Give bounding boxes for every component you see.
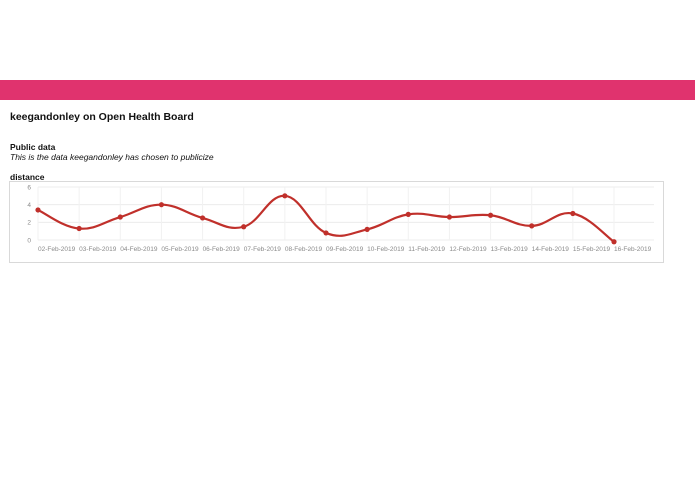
x-tick-label: 09-Feb-2019 bbox=[326, 246, 364, 253]
data-point bbox=[199, 215, 206, 221]
data-point bbox=[570, 210, 576, 217]
y-tick-label: 4 bbox=[27, 202, 31, 209]
data-point bbox=[76, 225, 82, 232]
data-point bbox=[117, 214, 123, 220]
data-point bbox=[323, 230, 329, 236]
x-tick-label: 11-Feb-2019 bbox=[408, 246, 445, 253]
data-point bbox=[158, 202, 165, 208]
distance-chart-label: distance bbox=[10, 172, 45, 182]
distance-chart: 0 2 4 6 02-Feb-2019 03-Feb-2019 04-Feb-2019 05-… bbox=[9, 181, 664, 263]
data-point bbox=[282, 193, 288, 199]
data-point bbox=[446, 214, 453, 220]
y-tick-label: 2 bbox=[27, 220, 31, 227]
data-point bbox=[487, 212, 494, 218]
data-point bbox=[241, 224, 247, 230]
x-tick-label: 13-Feb-2019 bbox=[491, 246, 529, 253]
data-point bbox=[35, 207, 41, 213]
x-tick-label: 05-Feb-2019 bbox=[161, 246, 199, 253]
public-data-description: This is the data keegandonley has chosen… bbox=[10, 152, 214, 162]
data-point bbox=[611, 239, 617, 245]
data-point bbox=[529, 223, 535, 229]
y-tick-label: 6 bbox=[27, 184, 31, 191]
x-tick-label: 15-Feb-2019 bbox=[573, 246, 611, 253]
data-point bbox=[364, 226, 370, 232]
distance-line-chart: 0 2 4 6 02-Feb-2019 03-Feb-2019 04-Feb-2019 05-… bbox=[27, 184, 654, 253]
x-tick-label: 03-Feb-2019 bbox=[79, 246, 117, 253]
top-header-bar bbox=[0, 80, 695, 100]
page-title: keegandonley on Open Health Board bbox=[10, 111, 194, 123]
x-tick-label: 16-Feb-2019 bbox=[614, 246, 652, 253]
x-tick-label: 14-Feb-2019 bbox=[532, 246, 570, 253]
x-tick-label: 07-Feb-2019 bbox=[244, 246, 282, 253]
x-tick-label: 04-Feb-2019 bbox=[120, 246, 158, 253]
y-tick-label: 0 bbox=[27, 237, 31, 244]
data-point bbox=[405, 211, 411, 217]
x-tick-label: 06-Feb-2019 bbox=[203, 246, 241, 253]
x-tick-label: 02-Feb-2019 bbox=[38, 246, 76, 253]
public-data-heading: Public data bbox=[10, 142, 56, 152]
x-tick-label: 08-Feb-2019 bbox=[285, 246, 323, 253]
x-tick-label: 10-Feb-2019 bbox=[367, 246, 405, 253]
x-tick-label: 12-Feb-2019 bbox=[449, 246, 487, 253]
